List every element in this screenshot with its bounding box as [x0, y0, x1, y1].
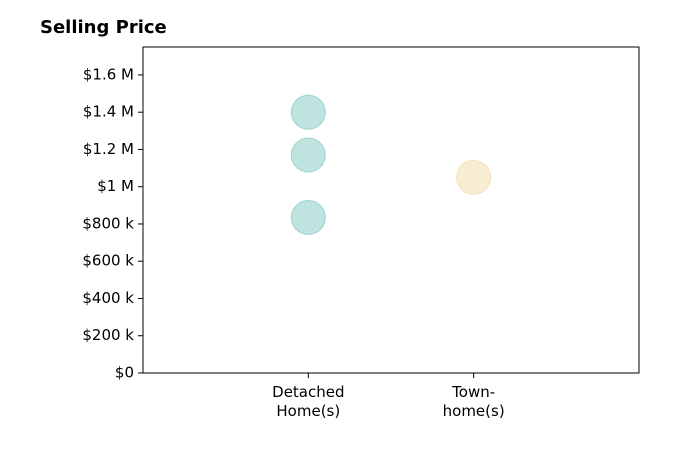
point	[456, 159, 492, 195]
y-tick-label: $800 k	[82, 214, 134, 232]
y-tick-label: $200 k	[82, 326, 134, 344]
y-tick-label: $1.2 M	[83, 140, 134, 158]
y-tick-label: $0	[115, 364, 134, 382]
point	[290, 137, 326, 173]
x-tick-label: Town-home(s)	[443, 383, 505, 420]
y-tick-label: $1 M	[97, 177, 134, 195]
y-tick-label: $1.4 M	[83, 103, 134, 121]
plot-frame	[142, 46, 640, 374]
point	[290, 199, 326, 235]
x-tick-label: Detached Home(s)	[272, 383, 344, 420]
point	[290, 94, 326, 130]
chart-title: Selling Price	[40, 17, 167, 38]
y-tick-label: $400 k	[82, 289, 134, 307]
y-tick-label: $1.6 M	[83, 65, 134, 83]
y-tick-label: $600 k	[82, 252, 134, 270]
